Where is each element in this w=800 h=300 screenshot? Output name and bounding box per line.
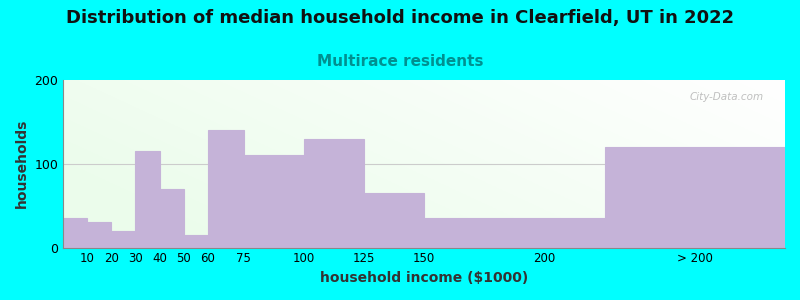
Text: Multirace residents: Multirace residents	[317, 54, 483, 69]
Bar	[135, 151, 159, 247]
Bar	[63, 218, 87, 248]
Y-axis label: households: households	[15, 119, 29, 208]
Bar	[605, 147, 785, 248]
Bar	[111, 231, 135, 248]
Bar	[87, 222, 111, 248]
Text: City-Data.com: City-Data.com	[690, 92, 763, 102]
Bar	[183, 235, 208, 247]
Bar	[159, 189, 183, 248]
X-axis label: household income ($1000): household income ($1000)	[320, 271, 528, 285]
Bar	[364, 193, 424, 248]
Text: Distribution of median household income in Clearfield, UT in 2022: Distribution of median household income …	[66, 9, 734, 27]
Bar	[424, 218, 605, 248]
Bar	[244, 155, 304, 248]
Bar	[304, 139, 364, 247]
Bar	[208, 130, 244, 247]
